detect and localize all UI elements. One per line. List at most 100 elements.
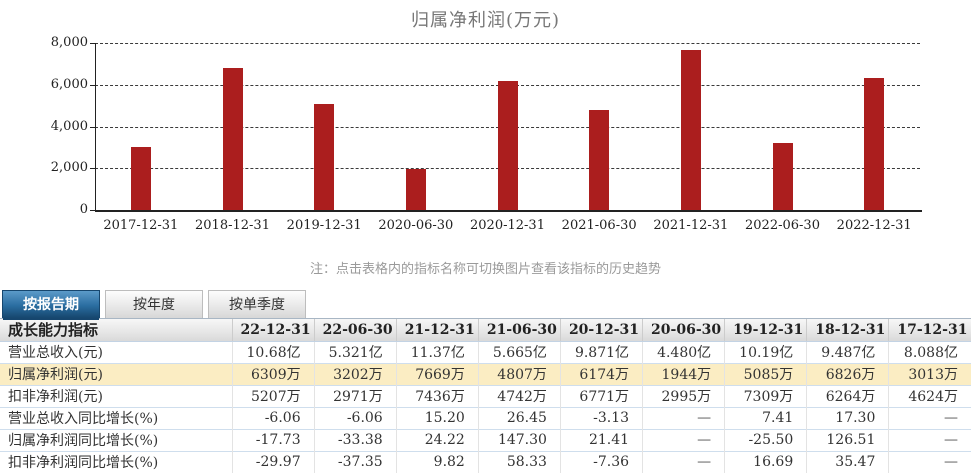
indicator-label[interactable]: 营业总收入同比增长(%) [0, 406, 232, 429]
value-cell: 9.871亿 [559, 340, 643, 363]
x-axis-label: 2017-12-31 [103, 218, 179, 233]
tab-single-quarter[interactable]: 按单季度 [208, 290, 306, 318]
value-cell: -37.35 [313, 450, 397, 473]
value-cell: -6.06 [231, 406, 315, 429]
x-axis-label: 2022-06-30 [745, 218, 820, 233]
gridline [95, 43, 920, 44]
chart-bar [497, 81, 518, 210]
table-row: 营业总收入同比增长(%) -6.06 -6.06 15.20 26.45 -3.13—7.… [0, 406, 971, 429]
value-cell: -17.73 [231, 428, 315, 451]
y-axis-label: 8,000 [50, 35, 88, 50]
table-row: 扣非净利润同比增长(%) -29.97 -37.35 9.82 58.33 -7.36—1… [0, 450, 971, 473]
y-axis-tick [90, 84, 95, 86]
value-cell: -7.36 [559, 450, 643, 473]
value-cell: -3.13 [559, 406, 643, 429]
indicator-label[interactable]: 归属净利润同比增长(%) [0, 428, 232, 451]
value-cell: 5085万 [724, 362, 807, 385]
chart-bar [680, 49, 701, 210]
net-profit-chart: 归属净利润(万元) 0 2,000 4,000 6,000 8,000 2017-12-3… [50, 10, 922, 233]
value-cell: 147.30 [477, 428, 561, 451]
value-cell: 2971万 [313, 384, 397, 407]
column-header: 17-12-31 [888, 319, 971, 342]
growth-indicators-table-wrap: 成长能力指标 22-12-31 22-06-30 21-12-31 21-06-30 20… [0, 318, 971, 473]
y-axis-tick [90, 43, 95, 44]
x-axis-label: 2021-12-31 [653, 218, 729, 233]
value-cell: — [642, 450, 725, 473]
value-cell: 15.20 [395, 406, 479, 429]
column-header: 20-12-31 [559, 319, 643, 342]
x-axis-label: 2022-12-31 [836, 218, 912, 233]
chart-bar [589, 109, 610, 210]
value-cell: 26.45 [477, 406, 561, 429]
y-axis-line [95, 43, 96, 210]
value-cell: 1944万 [642, 362, 725, 385]
value-cell: 17.30 [806, 406, 889, 429]
table-row: 营业总收入(元) 10.68亿 5.321亿 11.37亿 5.665亿 9.871亿 4.… [0, 340, 971, 363]
column-header: 21-12-31 [395, 319, 479, 342]
tab-report-period[interactable]: 按报告期 [2, 290, 100, 318]
table-corner-label: 成长能力指标 [0, 319, 232, 342]
chart-bar [864, 78, 885, 210]
value-cell: — [888, 406, 971, 429]
x-axis-label: 2018-12-31 [195, 218, 270, 233]
value-cell: -29.97 [231, 450, 315, 473]
indicator-label[interactable]: 营业总收入(元) [0, 340, 232, 363]
y-axis-label: 2,000 [50, 160, 88, 176]
value-cell: 6826万 [806, 362, 889, 385]
value-cell: — [888, 450, 971, 473]
indicator-label[interactable]: 扣非净利润(元) [0, 384, 232, 407]
value-cell: 24.22 [395, 428, 479, 451]
value-cell: -33.38 [313, 428, 397, 451]
value-cell: 7436万 [395, 384, 479, 407]
value-cell: 2995万 [642, 384, 725, 407]
value-cell: 10.68亿 [231, 340, 315, 363]
x-axis-label: 2021-06-30 [561, 218, 637, 233]
value-cell: 4807万 [477, 362, 561, 385]
x-axis-label: 2020-06-30 [378, 218, 454, 233]
value-cell: — [642, 406, 725, 429]
value-cell: 11.37亿 [395, 340, 479, 363]
x-axis-line [95, 210, 922, 212]
value-cell: 9.487亿 [806, 340, 889, 363]
chart-title: 归属净利润(万元) [410, 10, 561, 31]
value-cell: 4.480亿 [642, 340, 725, 363]
value-cell: 58.33 [477, 450, 561, 473]
x-axis-label: 2020-12-31 [470, 218, 545, 233]
value-cell: 3202万 [313, 362, 397, 385]
value-cell: — [642, 428, 725, 451]
table-row: 归属净利润同比增长(%) -17.73 -33.38 24.22 147.30 21.41… [0, 428, 971, 451]
value-cell: 6174万 [559, 362, 643, 385]
chart-bar [222, 67, 243, 210]
value-cell: 4742万 [477, 384, 561, 407]
chart-bar [314, 103, 335, 210]
column-header: 20-06-30 [642, 319, 725, 342]
column-header: 18-12-31 [806, 319, 889, 342]
indicator-label[interactable]: 扣非净利润同比增长(%) [0, 450, 232, 473]
value-cell: 16.69 [724, 450, 807, 473]
indicator-label[interactable]: 归属净利润(元) [0, 362, 232, 385]
x-axis-label: 2019-12-31 [286, 218, 362, 233]
tab-yearly[interactable]: 按年度 [105, 290, 203, 318]
column-header: 22-12-31 [231, 319, 315, 342]
chart-bar [405, 169, 426, 210]
value-cell: 35.47 [806, 450, 889, 473]
chart-bar [772, 143, 793, 210]
column-header: 21-06-30 [477, 319, 561, 342]
value-cell: 5.321亿 [313, 340, 397, 363]
y-axis-label: 0 [79, 202, 88, 217]
y-axis-tick [90, 210, 95, 211]
value-cell: 10.19亿 [724, 340, 807, 363]
growth-indicators-table: 成长能力指标 22-12-31 22-06-30 21-12-31 21-06-30 20… [0, 319, 971, 473]
value-cell: 9.82 [395, 450, 479, 473]
y-axis-tick [90, 168, 95, 170]
value-cell: 8.088亿 [888, 340, 971, 363]
table-row: 扣非净利润(元) 5207万 2971万 7436万 4742万 6771万 2995万 73… [0, 384, 971, 407]
value-cell: 6771万 [559, 384, 643, 407]
period-tabs: 按报告期 按年度 按单季度 [0, 290, 971, 318]
y-axis-label: 6,000 [50, 76, 88, 92]
table-header-row: 成长能力指标 22-12-31 22-06-30 21-12-31 21-06-30 20… [0, 319, 971, 342]
chart-switch-note: 注：点击表格内的指标名称可切换图片查看该指标的历史趋势 [309, 261, 661, 276]
value-cell: 6264万 [806, 384, 889, 407]
value-cell: 5.665亿 [477, 340, 561, 363]
value-cell: 126.51 [806, 428, 889, 451]
